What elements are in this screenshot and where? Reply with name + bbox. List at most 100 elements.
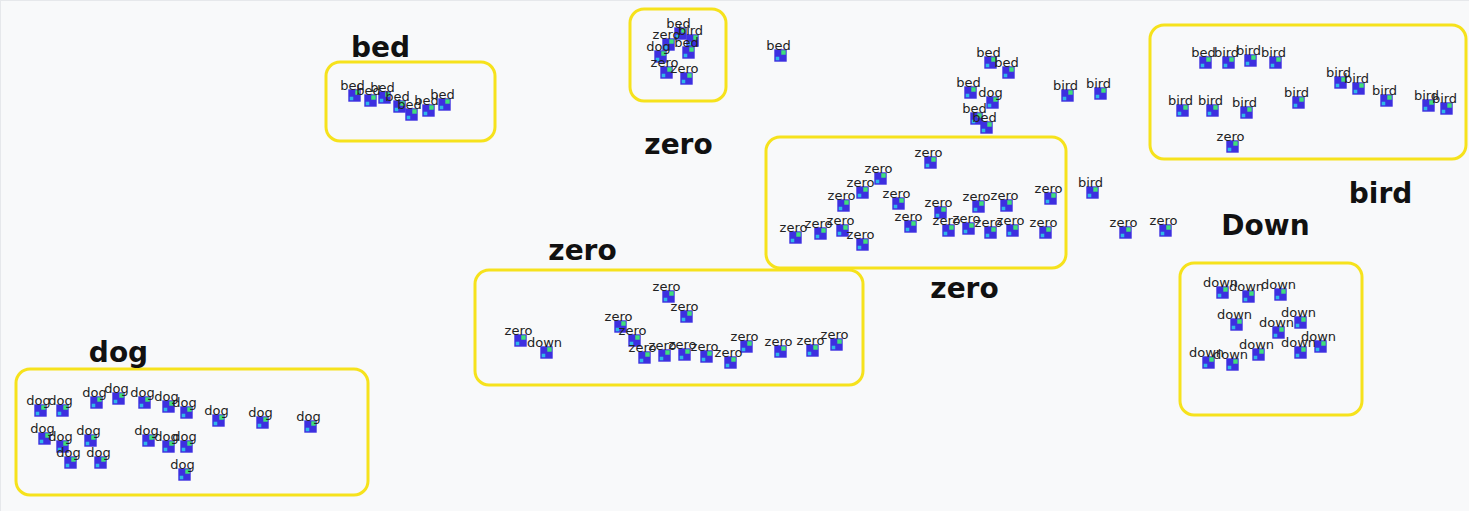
svg-text:zero: zero <box>605 309 633 324</box>
svg-text:bird: bird <box>1086 76 1111 91</box>
svg-text:dog: dog <box>104 381 128 396</box>
svg-text:bed: bed <box>430 87 455 102</box>
svg-text:dog: dog <box>26 393 50 408</box>
svg-text:zero: zero <box>932 212 961 228</box>
svg-text:Down: Down <box>1221 209 1309 242</box>
svg-text:zero: zero <box>648 337 677 353</box>
svg-text:down: down <box>1281 335 1316 350</box>
svg-text:zero: zero <box>991 188 1019 203</box>
svg-text:zero: zero <box>548 234 616 267</box>
svg-text:zero: zero <box>925 195 953 210</box>
svg-text:bird: bird <box>1432 91 1457 106</box>
svg-text:down: down <box>1213 346 1248 362</box>
svg-text:down: down <box>527 335 562 350</box>
svg-text:dog: dog <box>172 429 196 444</box>
svg-text:bird: bird <box>1053 78 1078 93</box>
svg-text:bed: bed <box>972 110 997 125</box>
svg-text:bed: bed <box>976 44 1001 60</box>
svg-text:bed: bed <box>370 79 395 95</box>
svg-text:dog: dog <box>56 445 80 460</box>
svg-text:down: down <box>1229 279 1264 294</box>
svg-text:zero: zero <box>1110 215 1138 230</box>
svg-text:bird: bird <box>1213 44 1240 60</box>
svg-text:dog: dog <box>48 429 72 444</box>
svg-text:dog: dog <box>296 409 320 424</box>
svg-text:down: down <box>1281 304 1316 320</box>
svg-text:bird: bird <box>1413 87 1440 103</box>
svg-text:dog: dog <box>76 423 100 438</box>
svg-text:zero: zero <box>504 322 533 338</box>
svg-text:zero: zero <box>828 188 856 203</box>
svg-text:down: down <box>1217 307 1252 322</box>
svg-text:zero: zero <box>915 145 943 160</box>
svg-text:zero: zero <box>952 210 981 226</box>
svg-text:zero: zero <box>1030 215 1058 230</box>
svg-text:bird: bird <box>1344 71 1369 86</box>
svg-text:bird: bird <box>1325 64 1352 80</box>
svg-text:down: down <box>1203 274 1238 290</box>
svg-text:bird: bird <box>1232 95 1257 110</box>
svg-text:zero: zero <box>671 61 699 76</box>
svg-text:zero: zero <box>1217 129 1245 144</box>
svg-text:zero: zero <box>619 323 647 338</box>
svg-text:zero: zero <box>644 128 712 161</box>
svg-text:zero: zero <box>883 186 911 201</box>
svg-text:bed: bed <box>766 38 791 53</box>
svg-text:dog: dog <box>204 403 228 418</box>
svg-text:down: down <box>1239 337 1274 352</box>
svg-text:bed: bed <box>994 55 1019 70</box>
svg-text:bird: bird <box>1078 175 1103 190</box>
svg-text:zero: zero <box>847 227 875 242</box>
svg-text:zero: zero <box>846 174 875 190</box>
svg-text:bird: bird <box>1372 83 1397 98</box>
svg-text:bed: bed <box>356 82 381 98</box>
svg-text:zero: zero <box>731 329 759 344</box>
svg-text:bird: bird <box>1284 85 1309 100</box>
svg-text:zero: zero <box>821 327 849 342</box>
svg-text:zero: zero <box>1035 181 1063 196</box>
svg-text:zero: zero <box>895 209 923 224</box>
svg-text:bird: bird <box>1198 93 1223 108</box>
svg-text:dog: dog <box>646 39 670 54</box>
svg-text:zero: zero <box>653 279 681 294</box>
svg-text:dog: dog <box>130 385 154 400</box>
svg-text:zero: zero <box>827 213 855 228</box>
svg-text:dog: dog <box>172 395 196 410</box>
svg-text:dog: dog <box>48 393 72 408</box>
svg-text:zero: zero <box>930 272 998 305</box>
svg-text:down: down <box>1301 328 1336 344</box>
svg-text:bed: bed <box>414 92 439 108</box>
svg-text:dog: dog <box>89 336 148 369</box>
svg-text:dog: dog <box>170 457 194 472</box>
svg-text:zero: zero <box>780 220 808 235</box>
svg-text:zero: zero <box>974 214 1003 230</box>
svg-text:zero: zero <box>1150 213 1178 228</box>
svg-text:down: down <box>1261 277 1296 292</box>
svg-text:bed: bed <box>351 31 410 64</box>
svg-text:bed: bed <box>956 75 981 90</box>
svg-text:dog: dog <box>248 405 272 420</box>
svg-text:bed: bed <box>674 35 699 50</box>
svg-text:down: down <box>1259 315 1294 330</box>
svg-text:zero: zero <box>628 339 657 355</box>
svg-text:bird: bird <box>1261 45 1286 60</box>
svg-text:bird: bird <box>1349 177 1413 210</box>
svg-text:zero: zero <box>765 334 793 349</box>
svg-text:bed: bed <box>962 100 987 116</box>
svg-text:bird: bird <box>1236 43 1261 58</box>
svg-text:zero: zero <box>963 189 991 204</box>
svg-text:dog: dog <box>978 85 1002 100</box>
svg-text:dog: dog <box>82 385 106 400</box>
svg-text:zero: zero <box>671 299 699 314</box>
svg-text:zero: zero <box>715 345 743 360</box>
svg-text:bird: bird <box>677 22 704 38</box>
svg-text:dog: dog <box>86 445 110 460</box>
svg-text:zero: zero <box>865 161 893 176</box>
svg-text:zero: zero <box>650 54 679 70</box>
svg-text:down: down <box>1189 344 1224 360</box>
svg-text:bed: bed <box>1191 45 1216 60</box>
svg-text:zero: zero <box>997 213 1025 228</box>
svg-text:bed: bed <box>340 77 365 93</box>
svg-text:zero: zero <box>804 215 833 231</box>
svg-text:bird: bird <box>1168 93 1193 108</box>
